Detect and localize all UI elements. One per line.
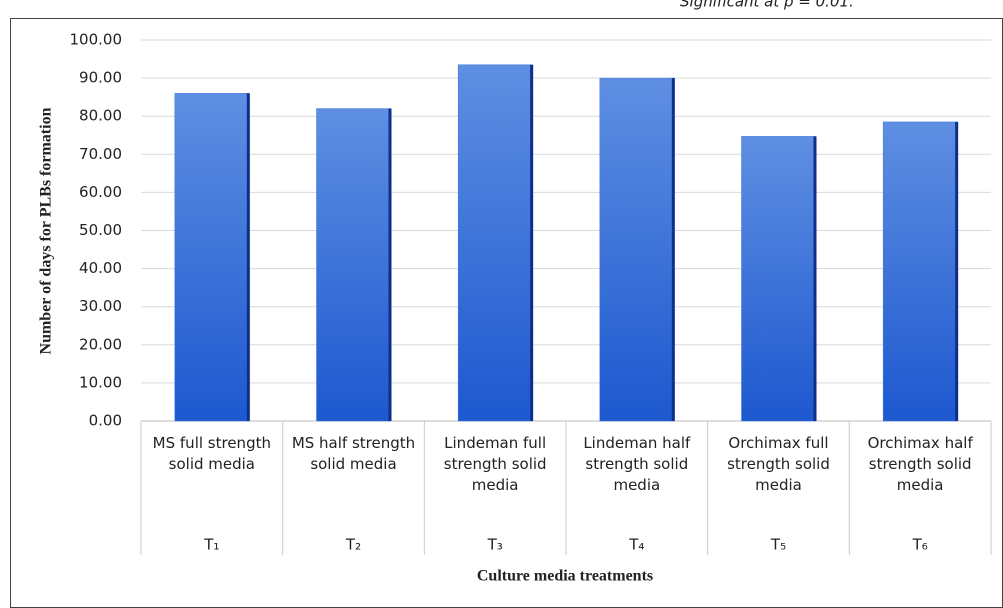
y-tick-label: 30.00 [79, 297, 122, 315]
bar [599, 77, 675, 422]
y-tick-label: 0.00 [89, 412, 122, 430]
annotation: Significant at p = 0.01. [680, 0, 854, 11]
bar-edge [530, 64, 534, 421]
y-tick-label: 60.00 [79, 183, 122, 201]
x-tick-label: MS half strength solid media [291, 434, 416, 473]
y-tick-label: 70.00 [79, 145, 122, 163]
y-tick-label: 90.00 [79, 69, 122, 87]
bar [741, 136, 816, 422]
x-tick-label: Orchimax half strength solid media [867, 434, 973, 494]
group-label: T₆ [912, 536, 928, 554]
group-label: T₃ [487, 536, 503, 554]
bar-edge [813, 136, 817, 421]
bar [882, 121, 958, 422]
bar-edge [246, 93, 250, 421]
bar [174, 93, 250, 422]
y-tick-label: 20.00 [79, 335, 122, 353]
bar-edge [388, 108, 392, 421]
bar-edge [671, 78, 675, 421]
x-tick-label: Lindeman half strength solid media [583, 434, 691, 494]
y-axis-title: Number of days for PLBs formation [38, 107, 55, 354]
group-label: T₄ [628, 536, 644, 554]
bar-edge [955, 121, 959, 421]
x-tick-label: Lindeman full strength solid media [443, 434, 547, 494]
x-tick-label: Orchimax full strength solid media [727, 434, 830, 494]
x-axis-title: Culture media treatments [477, 568, 653, 585]
y-tick-label: 10.00 [79, 373, 122, 391]
bar [457, 64, 533, 422]
group-label: T₅ [770, 536, 786, 554]
group-label: T₂ [345, 536, 361, 554]
x-tick-label: MS full strength solid media [152, 434, 271, 473]
bar [316, 108, 391, 422]
y-tick-label: 80.00 [79, 107, 122, 125]
group-label: T₁ [203, 536, 219, 554]
y-tick-label: 100.00 [70, 31, 123, 49]
y-tick-label: 40.00 [79, 259, 122, 277]
y-tick-label: 50.00 [79, 221, 122, 239]
